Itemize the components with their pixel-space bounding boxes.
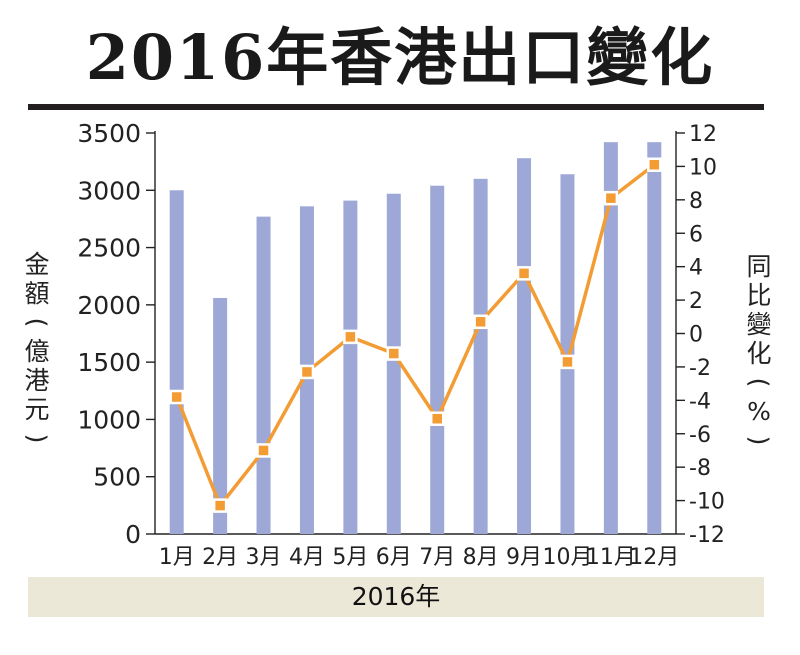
bar [560, 174, 575, 534]
axis-title-char: 金 [24, 250, 50, 279]
y-right-tick-label: -6 [689, 423, 711, 448]
y-right-tick-label: 2 [689, 289, 703, 314]
x-tick-label: 1月 [159, 545, 195, 570]
y-left-tick-label: 3500 [77, 119, 141, 148]
yoy-point [386, 346, 402, 361]
y-right-tick-label: 10 [689, 155, 717, 180]
y-right-tick-label: -2 [689, 356, 711, 381]
axis-title-char: 同 [746, 252, 772, 281]
yoy-point [603, 190, 619, 206]
x-tick-label: 12月 [629, 545, 679, 570]
y-right-tick-label: 0 [689, 323, 703, 348]
yoy-point [343, 329, 358, 345]
x-tick-label: 3月 [246, 545, 282, 570]
axis-title-char: 元 [24, 395, 50, 424]
title-rule [28, 104, 764, 110]
bar [603, 142, 618, 534]
yoy-point [299, 364, 315, 380]
x-tick-label: 11月 [586, 545, 636, 570]
x-tick-label: 4月 [289, 545, 325, 570]
y-left-tick-label: 0 [125, 520, 141, 549]
yoy-point [256, 443, 271, 458]
yoy-point [473, 314, 488, 330]
axis-title-char: 港 [24, 366, 50, 395]
yoy-point [212, 498, 228, 513]
x-axis-title: 2016年 [351, 582, 441, 611]
y-left-tick-label: 1000 [77, 405, 141, 434]
yoy-point [169, 389, 184, 405]
y-right-tick-label: -4 [689, 389, 711, 414]
yoy-point [429, 411, 445, 426]
chart-title: 2016年香港出口變化 [85, 21, 715, 94]
axis-title-char: % [747, 397, 771, 426]
bar [473, 178, 488, 535]
axis-title-char: 億 [24, 337, 50, 366]
yoy-line [175, 163, 656, 510]
y-right-tick-label: -10 [689, 490, 725, 515]
y-right-tick-label: 4 [689, 256, 703, 281]
y-right-tick-label: 12 [689, 122, 717, 147]
bar [169, 190, 184, 535]
yoy-point [516, 266, 532, 281]
x-axis-band [28, 577, 764, 617]
bar [343, 200, 358, 534]
axis-title-char: 化 [746, 339, 772, 368]
y-left-tick-label: 2000 [77, 291, 141, 320]
bar [386, 193, 401, 535]
axis-title-char: 額 [24, 279, 50, 308]
axis-title-char: 比 [746, 281, 772, 310]
yoy-point [647, 157, 662, 172]
y-left-tick-label: 3000 [77, 176, 141, 205]
y-axis-title-left: 金額(億港元) [22, 250, 52, 453]
y-axis-title-right: 同比變化(%) [744, 252, 774, 455]
x-tick-label: 6月 [376, 545, 412, 570]
x-tick-label: 9月 [506, 545, 542, 570]
bar [430, 185, 445, 534]
y-right-tick-label: -12 [689, 523, 725, 548]
y-right-tick-label: 8 [689, 189, 703, 214]
y-right-tick-label: -8 [689, 456, 711, 481]
y-left-tick-label: 1500 [77, 348, 141, 377]
bar [213, 297, 228, 534]
x-tick-label: 7月 [419, 545, 455, 570]
yoy-point [560, 354, 575, 370]
x-tick-label: 10月 [542, 545, 592, 570]
x-tick-label: 5月 [332, 545, 368, 570]
y-left-tick-label: 2500 [77, 234, 141, 263]
bar [647, 142, 662, 534]
x-tick-label: 2月 [202, 545, 238, 570]
axis-title-char: 變 [746, 310, 772, 339]
y-left-tick-label: 500 [93, 463, 141, 492]
bar [517, 158, 532, 534]
y-right-tick-label: 6 [689, 222, 703, 247]
bar [256, 216, 271, 534]
x-tick-label: 8月 [463, 545, 499, 570]
